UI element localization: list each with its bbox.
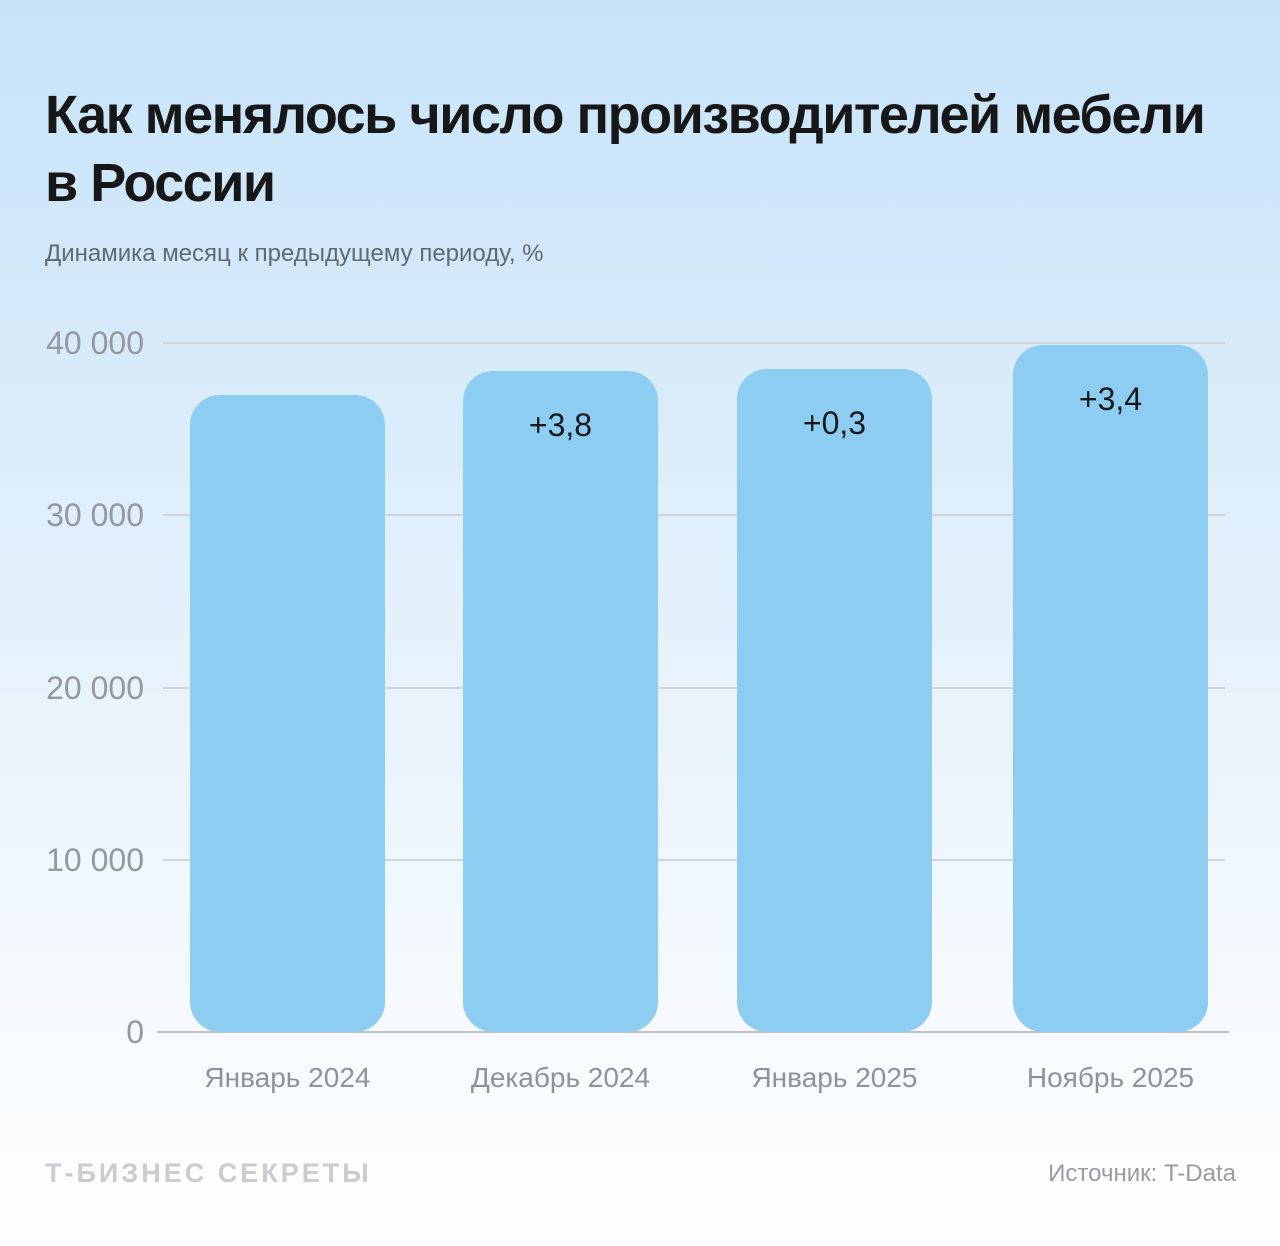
x-axis-category-label: Январь 2024 [204, 1062, 371, 1093]
y-axis-tick-label: 20 000 [46, 669, 144, 706]
gridline [163, 514, 1225, 517]
x-axis-category-label: Январь 2025 [751, 1062, 918, 1093]
bar-chart-plot-area: 0 10 000 20 000 30 000 40 000 Январь 2024 +3,8… [46, 327, 1229, 1092]
x-axis-category-label: Ноябрь 2025 [1026, 1062, 1195, 1093]
y-axis-tick-label: 40 000 [46, 325, 144, 361]
page-title: Как менялось число производителей мебели… [45, 85, 1206, 213]
bar-2: +3,8 [463, 370, 658, 1032]
gridline [163, 342, 1225, 344]
gridline [163, 858, 1225, 861]
bar-4: +3,4 [1013, 344, 1208, 1032]
y-axis-tick-label: 0 [126, 1014, 144, 1050]
y-axis-tick-label: 30 000 [46, 497, 144, 534]
bar-value-label: +3,4 [1078, 380, 1143, 417]
x-axis-line [157, 1031, 1229, 1033]
y-axis-tick-label: 10 000 [46, 841, 144, 878]
bar-3: +0,3 [737, 368, 932, 1032]
bar-value-label: +0,3 [802, 404, 867, 441]
brand-logo-text: Т-БИЗНЕС СЕКРЕТЫ [45, 1158, 372, 1188]
chart-subtitle: Динамика месяц к предыдущему периоду, % [45, 240, 544, 267]
x-axis-category-label: Декабрь 2024 [470, 1062, 651, 1093]
bar-value-label: +3,8 [528, 406, 593, 443]
source-attribution: Источник: T-Data [1048, 1160, 1236, 1187]
gridline [163, 686, 1225, 689]
bar-1 [189, 394, 385, 1032]
